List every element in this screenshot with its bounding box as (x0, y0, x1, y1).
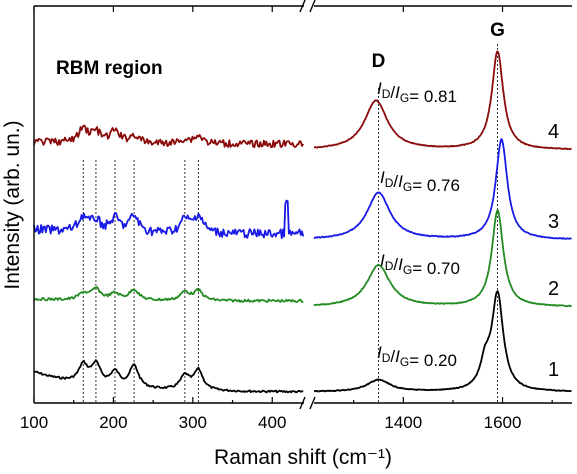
peak-label-d: D (372, 51, 386, 72)
series-4-label: 4 (548, 121, 559, 143)
series-3-rbm-line (33, 199, 305, 240)
series-1-rbm-line (33, 359, 304, 394)
axes (33, 0, 572, 410)
series-2-ratio-label: ID/IG= 0.70 (380, 251, 460, 278)
x-1600-tick-label: 1600 (484, 413, 522, 432)
x-1400-tick-label: 1400 (384, 413, 422, 432)
axis-break-bottom-icon (299, 396, 316, 410)
x-400-tick-label: 400 (258, 413, 286, 432)
rbm-region-label: RBM region (56, 58, 163, 79)
series-1-ratio-label: ID/IG= 0.20 (377, 343, 457, 370)
axis-break-top-icon (299, 0, 316, 13)
series-2-rbm-line (33, 286, 304, 303)
series-3-label: 3 (548, 211, 559, 233)
series-4-rbm-line (33, 124, 304, 149)
x-200-tick-label: 200 (99, 413, 127, 432)
x-axis-title: Raman shift (cm⁻¹) (214, 446, 392, 469)
series-3-ratio-label: ID/IG= 0.76 (380, 168, 460, 195)
series-2-dg-line (313, 209, 573, 308)
y-axis-title: Intensity (arb. un.) (1, 120, 24, 289)
guide-lines (82, 44, 498, 403)
spectra-series (33, 50, 573, 394)
x-300-tick-label: 300 (179, 413, 207, 432)
x-100-tick-label: 100 (20, 413, 48, 432)
series-4-ratio-label: ID/IG= 0.81 (377, 79, 457, 106)
series-1-dg-line (313, 290, 572, 393)
x-ticks: 100 200 300 400 1400 1600 (20, 6, 553, 432)
series-2-label: 2 (548, 278, 559, 300)
series-4-dg-line (313, 50, 572, 151)
annotations: 1 ID/IG= 0.20 2 ID/IG= 0.70 3 ID/IG= 0.76 4 ID/… (372, 20, 559, 381)
series-3-dg-line (313, 138, 573, 240)
peak-label-g: G (490, 20, 505, 41)
series-1-label: 1 (548, 359, 559, 381)
